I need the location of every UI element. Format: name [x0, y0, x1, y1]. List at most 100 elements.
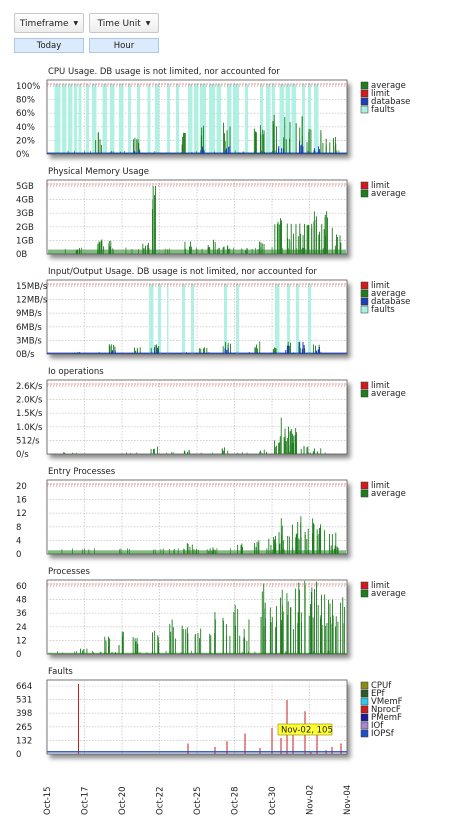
y-tick-label: 24 — [16, 623, 27, 633]
y-tick-label: 4GB — [16, 196, 34, 206]
time-unit-dropdown[interactable]: Time Unit ▼ — [89, 13, 159, 33]
legend-label-limit: limit — [371, 281, 390, 291]
y-tick-label: 398 — [16, 709, 32, 719]
chart-panel-2: Input/Output Usage. DB usage is not limi… — [16, 267, 410, 360]
y-tick-label: 0 — [16, 750, 21, 760]
fault-band — [233, 84, 239, 154]
legend-swatch-limit — [360, 381, 369, 390]
y-tick-label: 132 — [16, 736, 32, 746]
y-tick-label: 12 — [16, 636, 27, 646]
legend-swatch-faults — [360, 105, 369, 114]
legend-label-average: average — [371, 589, 406, 599]
fault-band — [296, 284, 299, 354]
legend-swatch-limit — [360, 181, 369, 190]
tooltip-box — [277, 723, 333, 736]
chart-panel-1: Physical Memory Usage 5GB 4GB 3GB 2GB 1GB 0B li… — [16, 167, 406, 260]
legend-label-faults: faults — [371, 305, 395, 315]
fault-band — [119, 84, 124, 154]
legend-swatch-limit — [360, 281, 369, 290]
legend-label-epf: EPf — [371, 689, 385, 699]
fault-band — [308, 84, 311, 154]
y-tick-label: 80% — [16, 96, 35, 106]
fault-band — [291, 84, 296, 154]
time-unit-value-hour[interactable]: Hour — [89, 38, 159, 53]
legend-swatch-average — [360, 389, 369, 398]
y-tick-label: 2.0K/s — [16, 396, 43, 406]
fault-band — [200, 84, 206, 154]
legend-swatch-iof — [360, 721, 369, 730]
fault-band — [279, 84, 284, 154]
y-tick-label: 3MB/s — [16, 336, 42, 346]
timeframe-label: Timeframe — [19, 19, 69, 29]
fault-band — [74, 84, 77, 154]
chart-title: Processes — [48, 567, 90, 577]
y-tick-label: 12MB/s — [16, 296, 48, 306]
y-tick-label: 20 — [16, 482, 27, 492]
legend-swatch-pmemf — [360, 713, 369, 722]
y-tick-label: 4 — [16, 536, 21, 546]
fault-band — [287, 284, 290, 354]
legend-label-limit: limit — [371, 89, 390, 99]
y-tick-label: 2GB — [16, 223, 34, 233]
x-tick-label: Nov-02 — [306, 785, 316, 815]
y-tick-label: 15MB/s — [16, 282, 48, 292]
y-tick-label: 1.0K/s — [16, 423, 43, 433]
y-tick-label: 1GB — [16, 236, 34, 246]
fault-band — [68, 84, 73, 154]
fault-band — [92, 84, 97, 154]
y-tick-label: 265 — [16, 723, 32, 733]
y-tick-label: 531 — [16, 696, 32, 706]
fault-band — [260, 84, 263, 154]
x-tick-label: Oct-22 — [156, 786, 166, 815]
legend-swatch-average — [360, 189, 369, 198]
y-tick-label: 40% — [16, 123, 35, 133]
fault-band — [86, 84, 89, 154]
x-tick-label: Oct-17 — [81, 786, 91, 815]
fault-band — [182, 284, 185, 354]
y-tick-label: 0 — [16, 650, 21, 660]
fault-band — [245, 84, 248, 154]
fault-band — [191, 284, 194, 354]
y-tick-label: 0% — [16, 150, 30, 160]
y-tick-label: 0 — [16, 550, 21, 560]
fault-band — [137, 84, 140, 154]
legend-label-faults: faults — [371, 105, 395, 115]
legend-label-nprocf: NprocF — [371, 705, 401, 715]
chart-panel-3: Io operations 2.6K/s 2.0K/s 1.5K/s 1.0K/s 512… — [16, 367, 406, 460]
y-tick-label: 664 — [16, 682, 32, 692]
fault-band — [167, 84, 170, 154]
legend-swatch-iopsf — [360, 729, 369, 738]
y-tick-label: 5GB — [16, 182, 34, 192]
timeframe-dropdown[interactable]: Timeframe ▼ — [14, 13, 84, 33]
legend-swatch-limit — [360, 581, 369, 590]
fault-band — [314, 84, 319, 154]
x-tick-label: Oct-15 — [43, 786, 53, 815]
fault-band — [285, 84, 290, 154]
y-tick-label: 20% — [16, 136, 35, 146]
legend-label-limit: limit — [371, 181, 390, 191]
y-tick-label: 100% — [16, 82, 40, 92]
fault-band — [266, 84, 271, 154]
timeframe-value-today[interactable]: Today — [14, 38, 84, 53]
y-tick-label: 60 — [16, 582, 27, 592]
y-tick-label: 1.5K/s — [16, 409, 43, 419]
fault-band — [128, 84, 131, 154]
average-baseline — [48, 652, 346, 654]
legend-label-limit: limit — [371, 481, 390, 491]
fault-band — [224, 284, 227, 354]
y-tick-label: 36 — [16, 609, 27, 619]
time-unit-label: Time Unit — [97, 19, 141, 29]
chevron-down-icon: ▼ — [73, 20, 79, 27]
x-tick-label: Oct-25 — [193, 786, 203, 815]
legend-label-average: average — [371, 389, 406, 399]
x-tick-label: Oct-20 — [118, 786, 128, 815]
y-tick-label: 3GB — [16, 209, 34, 219]
fault-band — [110, 84, 115, 154]
legend-label-average: average — [371, 81, 406, 91]
fault-band — [236, 284, 239, 354]
fault-band — [158, 284, 161, 354]
legend-swatch-average — [360, 289, 369, 298]
x-tick-label: Oct-30 — [268, 786, 278, 815]
